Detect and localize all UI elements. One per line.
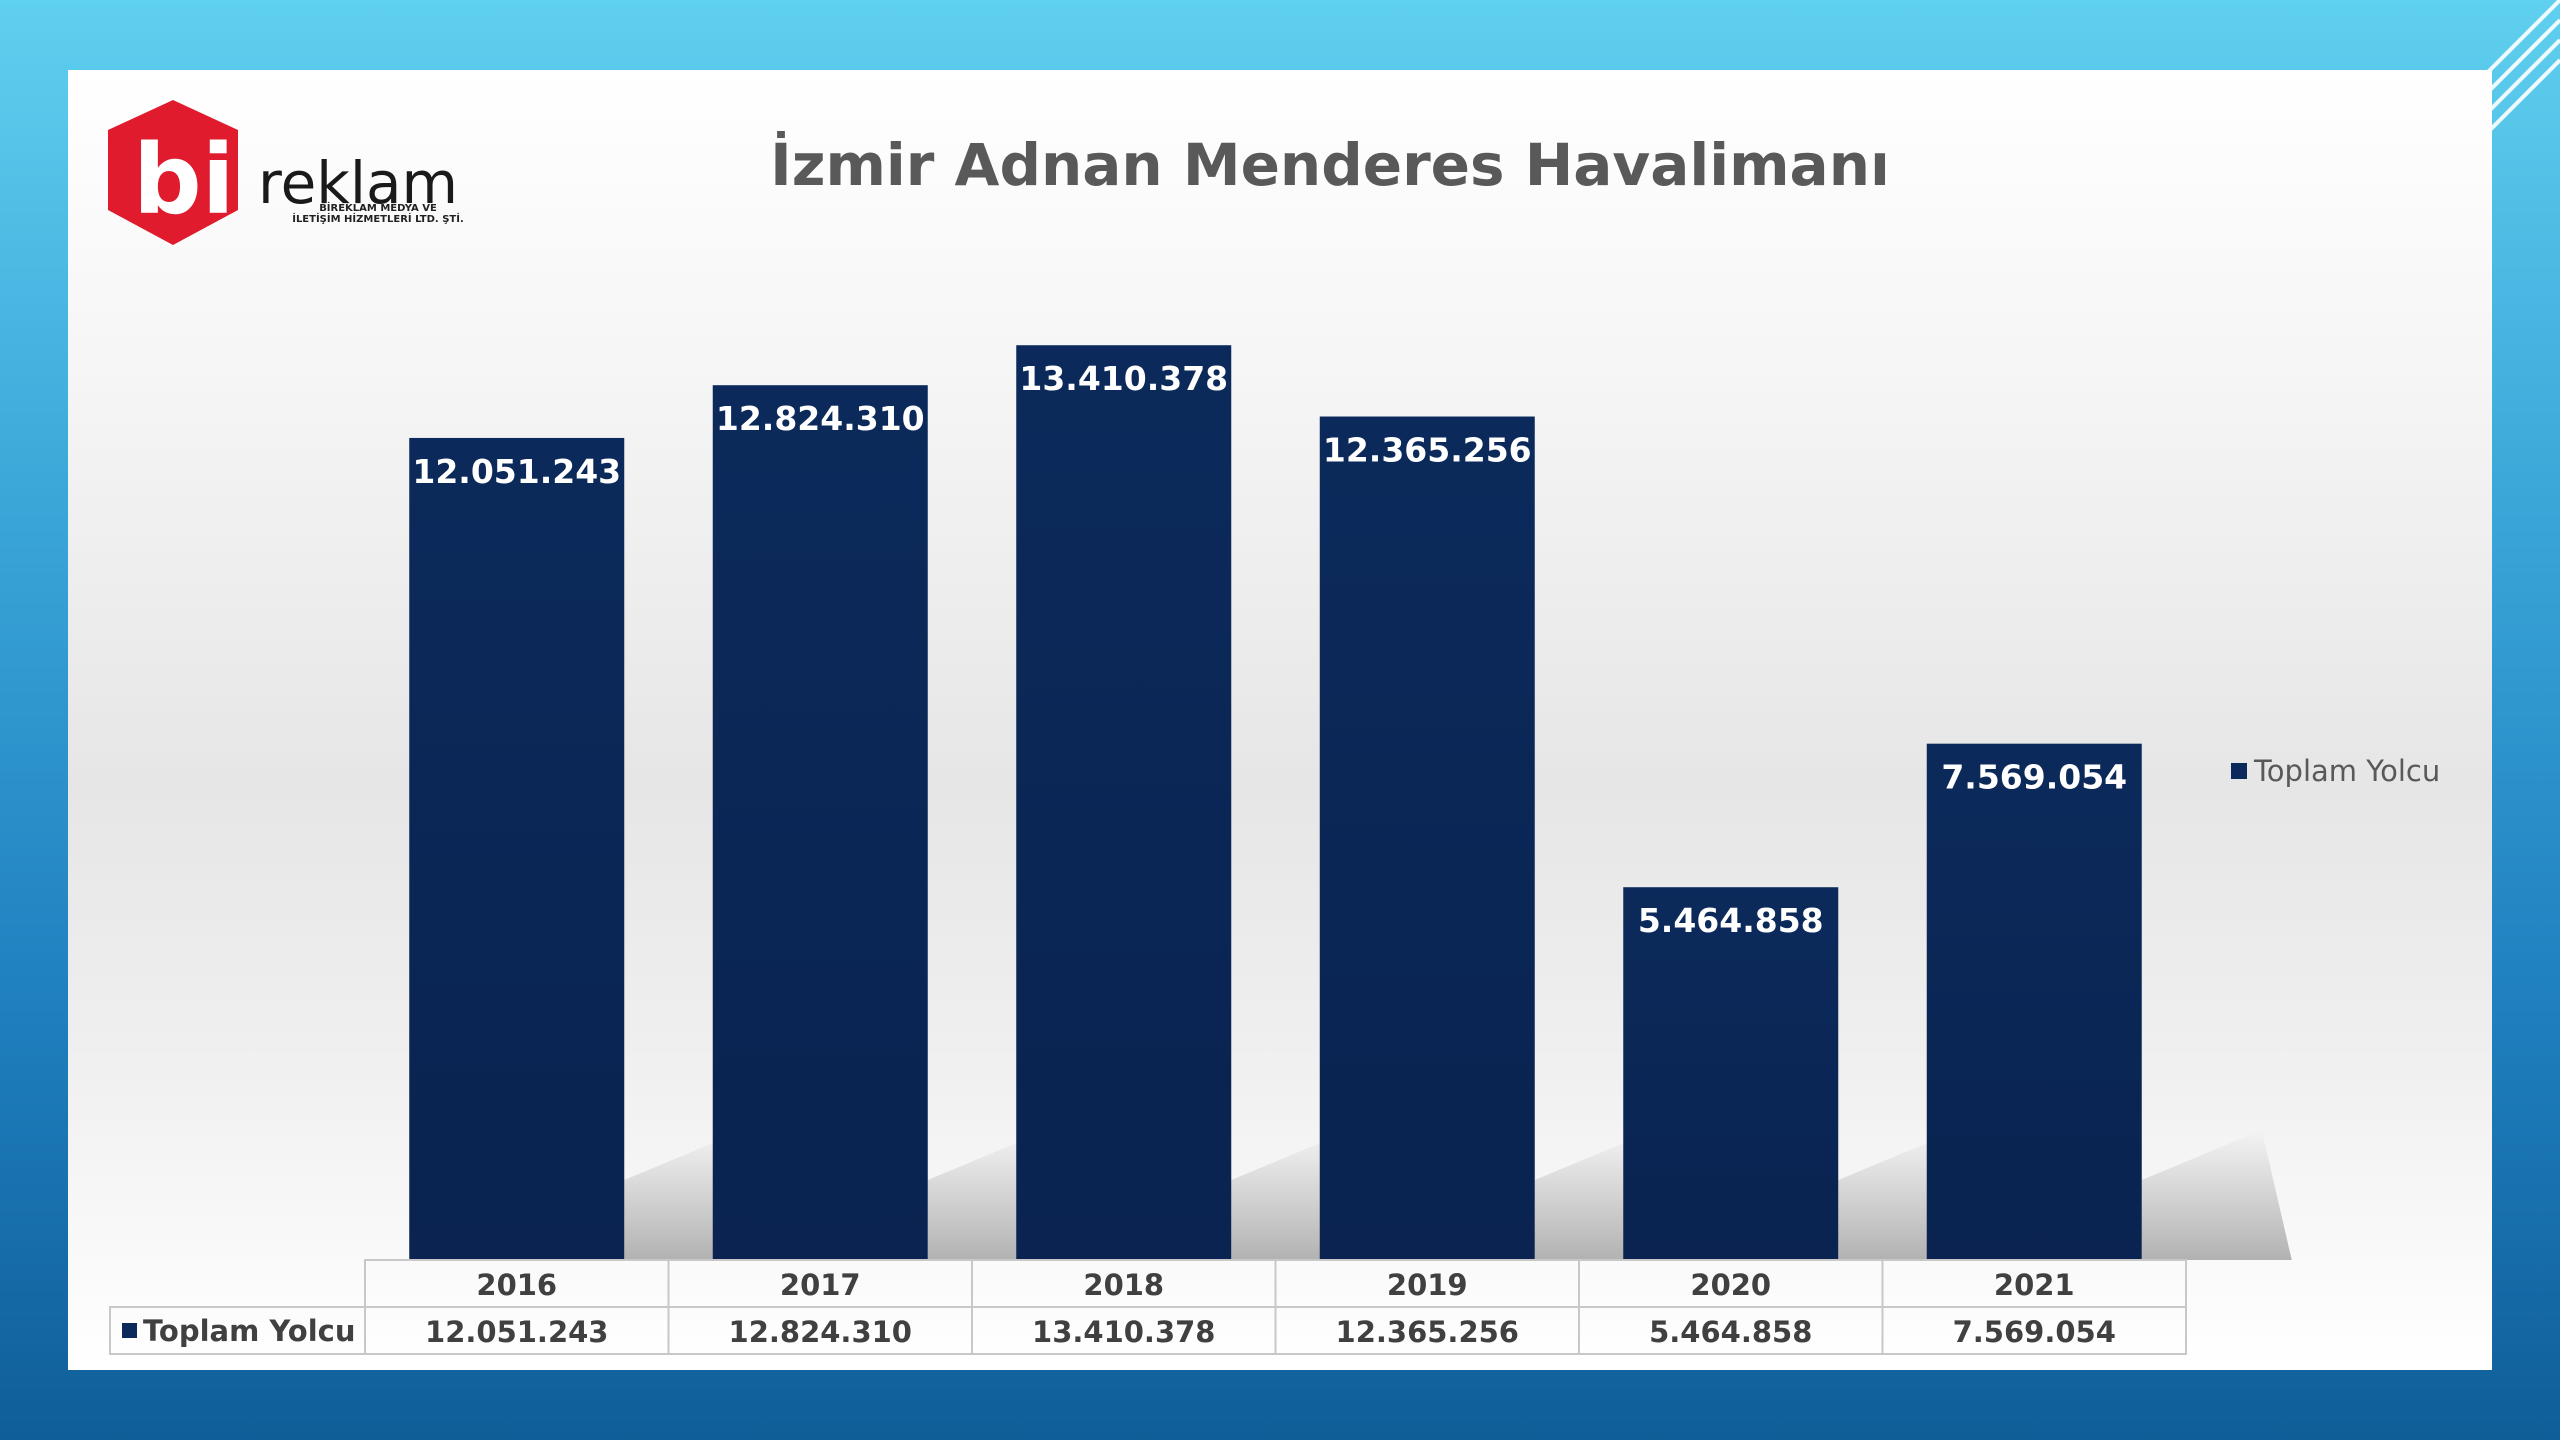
bar-shadow — [2141, 1130, 2292, 1260]
slide-panel: bi reklam BİREKLAM MEDYA VE İLETİŞİM HİZ… — [68, 70, 2492, 1370]
logo-company-line1: BİREKLAM MEDYA VE — [319, 203, 437, 214]
legend-label: Toplam Yolcu — [2254, 754, 2441, 788]
legend-swatch — [2231, 763, 2247, 779]
chart-title: İzmir Adnan Menderes Havalimanı — [770, 131, 1890, 199]
data-table-value: 12.365.256 — [1336, 1315, 1519, 1349]
svg-text:bi: bi — [133, 124, 235, 236]
bar-value-label: 7.569.054 — [1941, 758, 2127, 797]
bar-2021 — [1926, 743, 2142, 1260]
data-table-value: 7.569.054 — [1953, 1315, 2116, 1349]
x-tick-label: 2020 — [1690, 1268, 1771, 1302]
x-tick-label: 2016 — [476, 1268, 557, 1302]
data-table-series-swatch — [122, 1323, 137, 1338]
data-table-value: 5.464.858 — [1649, 1315, 1812, 1349]
bar-2019 — [1319, 416, 1535, 1260]
data-table-series-name: Toplam Yolcu — [143, 1314, 355, 1348]
bireklam-logo: bi reklam — [108, 100, 458, 245]
data-table-row-header-cell — [109, 1306, 366, 1355]
svg-text:reklam: reklam — [258, 149, 458, 217]
logo-company-line2: İLETİŞİM HİZMETLERİ LTD. ŞTİ. — [292, 214, 464, 225]
data-table-value: 12.051.243 — [425, 1315, 608, 1349]
x-tick-label: 2021 — [1994, 1268, 2075, 1302]
x-tick-label: 2018 — [1083, 1268, 1164, 1302]
bar-value-label: 13.410.378 — [1019, 359, 1228, 398]
logo-company-name: BİREKLAM MEDYA VE İLETİŞİM HİZMETLERİ LT… — [263, 203, 493, 225]
bar-2020 — [1623, 887, 1839, 1260]
bar-chart: 12.051.243 12.824.310 13.410.378 12.365.256… — [109, 345, 2292, 1355]
bar-2017 — [712, 385, 928, 1260]
bar-value-label: 12.824.310 — [716, 399, 925, 438]
bar-value-label: 5.464.858 — [1638, 901, 1824, 940]
bar-value-label: 12.365.256 — [1323, 431, 1532, 470]
chart-legend: Toplam Yolcu — [2231, 753, 2440, 789]
data-table-value: 12.824.310 — [729, 1315, 912, 1349]
bar-2016 — [409, 437, 625, 1260]
bar-value-label: 12.051.243 — [412, 452, 621, 491]
x-tick-label: 2017 — [780, 1268, 861, 1302]
x-tick-label: 2019 — [1387, 1268, 1468, 1302]
data-table-value: 13.410.378 — [1032, 1315, 1215, 1349]
bar-2018 — [1016, 345, 1232, 1260]
